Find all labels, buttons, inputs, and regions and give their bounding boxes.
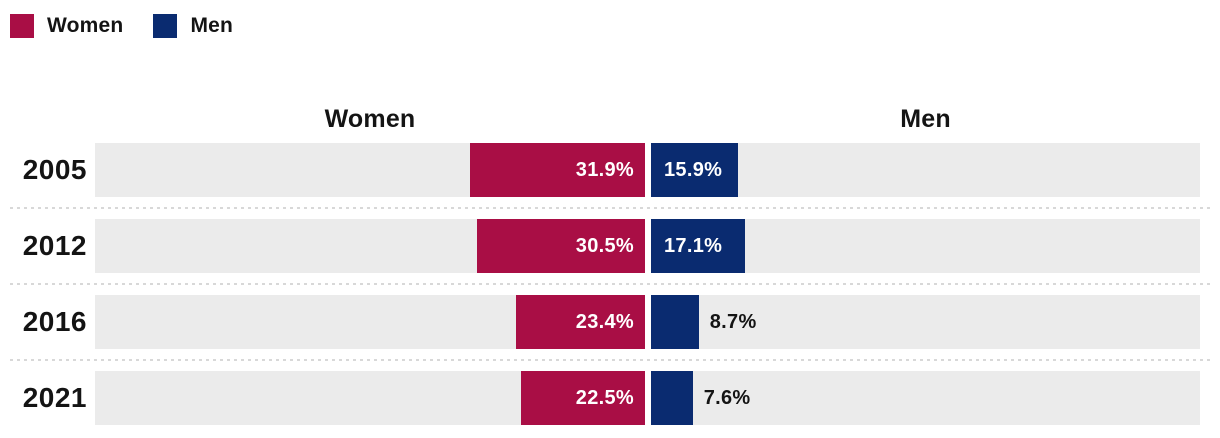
year-label: 2012: [22, 230, 87, 261]
chart-row: 2012 30.5% 17.1%: [0, 219, 1200, 273]
women-track: 22.5%: [95, 371, 645, 425]
men-bar-value-outside: 8.7%: [709, 310, 757, 333]
women-track: 23.4%: [95, 295, 645, 349]
chart-row: 2021 22.5% 7.6%: [0, 371, 1200, 425]
men-track: 15.9%: [651, 143, 1200, 197]
men-bar-value-outside: 7.6%: [703, 386, 751, 409]
women-bar: 22.5%: [521, 371, 645, 425]
chart-rows: 2005 31.9% 15.9% 2012 30.5% 17.1%: [0, 143, 1220, 425]
header-spacer: [0, 104, 95, 134]
row-separator: [10, 207, 1213, 209]
men-bar: 17.1%: [651, 219, 745, 273]
women-track: 30.5%: [95, 219, 645, 273]
legend-label-women: Women: [47, 14, 124, 37]
men-bar-value: 17.1%: [664, 234, 723, 257]
column-header-men: Men: [900, 105, 951, 133]
row-separator: [10, 283, 1213, 285]
men-bar: [651, 371, 693, 425]
men-track: 8.7%: [651, 295, 1200, 349]
men-color-swatch: [153, 14, 178, 38]
women-bar-value: 31.9%: [575, 158, 634, 181]
women-bar-value: 22.5%: [575, 386, 634, 409]
chart-row: 2005 31.9% 15.9%: [0, 143, 1200, 197]
men-bar: 15.9%: [651, 143, 739, 197]
legend-item-women: Women: [10, 14, 123, 38]
women-bar: 30.5%: [477, 219, 645, 273]
men-track: 17.1%: [651, 219, 1200, 273]
legend-label-men: Men: [190, 14, 234, 37]
year-label: 2021: [22, 382, 87, 413]
men-bar-value: 15.9%: [664, 158, 723, 181]
women-color-swatch: [10, 14, 34, 38]
year-label: 2016: [22, 306, 87, 337]
women-bar: 23.4%: [516, 295, 645, 349]
row-separator: [10, 359, 1213, 361]
men-bar: [651, 295, 699, 349]
year-label: 2005: [22, 154, 87, 185]
men-track: 7.6%: [651, 371, 1200, 425]
women-bar: 31.9%: [469, 143, 645, 197]
column-header-women: Women: [324, 105, 416, 133]
legend: Women Men: [10, 14, 1220, 38]
column-headers: Women Men: [0, 104, 1200, 134]
women-bar-value: 30.5%: [575, 234, 634, 257]
legend-item-men: Men: [153, 14, 233, 38]
chart-row: 2016 23.4% 8.7%: [0, 295, 1200, 349]
women-bar-value: 23.4%: [575, 310, 634, 333]
women-track: 31.9%: [95, 143, 645, 197]
